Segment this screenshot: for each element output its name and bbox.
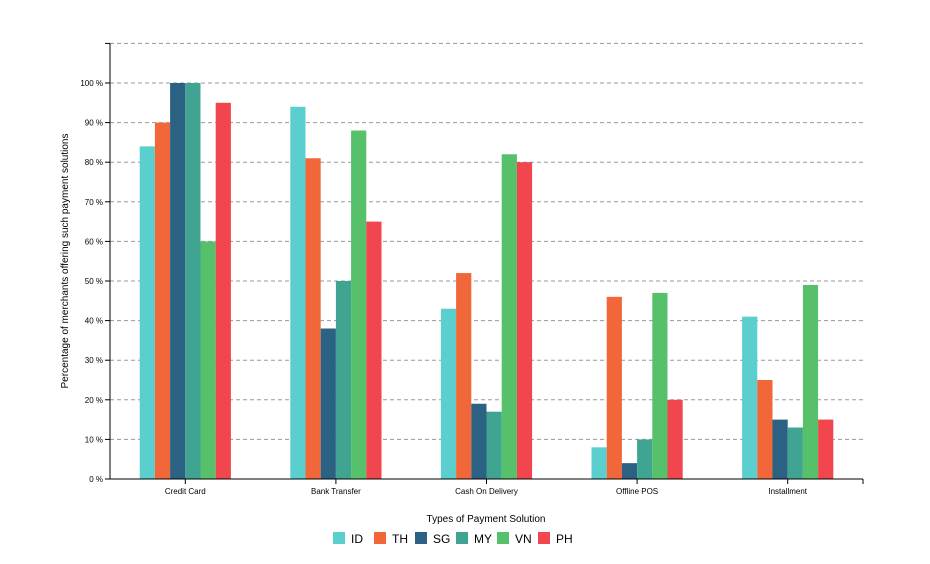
bar-id (742, 316, 758, 479)
legend-item-my: MY (456, 532, 492, 546)
legend-label: SG (433, 532, 450, 546)
bar-th (305, 158, 321, 480)
bar-th (606, 296, 622, 479)
bar-th (456, 273, 472, 479)
y-tick-label: 20 % (85, 396, 103, 405)
y-tick-label: 30 % (85, 356, 103, 365)
legend-item-vn: VN (497, 532, 532, 546)
legend-label: TH (392, 532, 408, 546)
y-tick-label: 100 % (80, 79, 103, 88)
bar-th (154, 122, 171, 479)
bar-vn (501, 154, 517, 479)
bar-sg (772, 419, 788, 479)
y-tick-label: 60 % (85, 237, 103, 246)
y-tick-label: 70 % (85, 198, 103, 207)
bar-my (185, 83, 201, 479)
bar-ph (667, 399, 683, 479)
legend-swatch (374, 532, 386, 544)
legend-item-ph: PH (538, 532, 573, 546)
legend-label: PH (556, 532, 573, 546)
legend-item-sg: SG (415, 532, 450, 546)
legend-swatch (497, 532, 509, 544)
bar-ph (516, 162, 533, 479)
bar-id (440, 308, 457, 479)
x-tick-label: Cash On Delivery (455, 487, 518, 496)
bar-id (139, 146, 155, 480)
legend-swatch (456, 532, 468, 544)
x-axis-title: Types of Payment Solution (427, 514, 546, 525)
bar-ph (215, 102, 231, 480)
bar-sg (320, 328, 336, 479)
legend-item-id: ID (333, 532, 363, 546)
legend-label: MY (474, 532, 492, 546)
y-axis-title: Percentage of merchants offering such pa… (60, 134, 71, 389)
legend-label: ID (351, 532, 363, 546)
y-tick-label: 40 % (85, 317, 103, 326)
bar-id (591, 447, 607, 479)
bar-my (637, 439, 653, 479)
axes: 0 % 10 % 20 % 30 % 40 % 50 % 60 % 70 % 80 % 90 % 1… (80, 42, 864, 496)
x-tick-label: Bank Transfer (311, 487, 361, 496)
bar-vn (200, 241, 216, 479)
bars (139, 83, 834, 480)
bar-sg (170, 83, 186, 479)
bar-id (290, 106, 306, 479)
x-tick-label: Offline POS (616, 487, 658, 496)
legend-swatch (538, 532, 550, 544)
bar-vn (802, 284, 819, 479)
x-tick-label: Installment (768, 487, 807, 496)
bar-sg (471, 403, 487, 479)
legend: ID TH SG MY VN PH (333, 532, 573, 546)
y-tick-label: 90 % (85, 119, 103, 128)
bar-vn (351, 130, 367, 479)
bar-ph (818, 419, 834, 479)
bar-vn (652, 292, 668, 479)
legend-swatch (333, 532, 345, 544)
legend-label: VN (515, 532, 532, 546)
legend-item-th: TH (374, 532, 408, 546)
y-tick-label: 80 % (85, 158, 103, 167)
bar-my (486, 411, 502, 479)
x-tick-label: Credit Card (165, 487, 206, 496)
bar-my (787, 427, 803, 479)
y-tick-label: 10 % (85, 435, 103, 444)
bar-ph (366, 221, 382, 479)
legend-swatch (415, 532, 427, 544)
y-tick-label: 50 % (85, 277, 103, 286)
y-tick-label: 0 % (89, 475, 103, 484)
bar-sg (621, 463, 638, 479)
bar-my (335, 281, 352, 479)
bar-th (757, 380, 773, 479)
